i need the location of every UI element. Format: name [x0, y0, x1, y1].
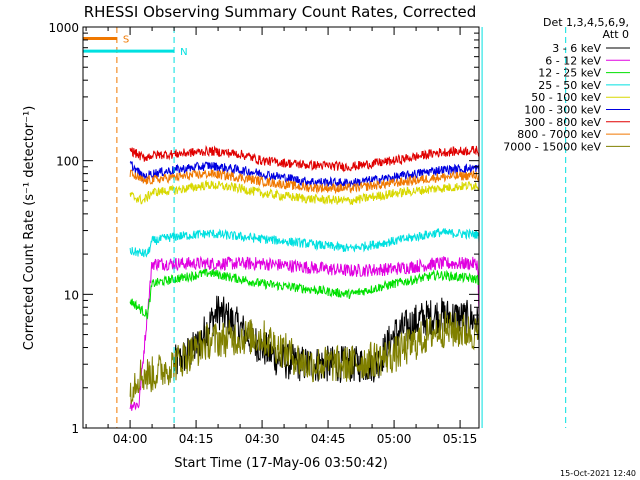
legend-label-3: 12 - 25 keV: [538, 67, 601, 80]
x-tick-label-4: 04:45: [311, 432, 346, 446]
legend-header-1: Det 1,3,4,5,6,9,: [543, 16, 629, 29]
plot-frame: [82, 26, 480, 429]
y-tick-label-3: 100: [56, 155, 79, 169]
x-tick-label-1: 04:00: [113, 432, 148, 446]
x-tick-label-5: 05:00: [377, 432, 412, 446]
y-tick-label-2: 10: [64, 288, 79, 302]
y-tick-label-1: 1: [71, 422, 79, 436]
x-tick-label-2: 04:15: [179, 432, 214, 446]
legend-header-2: Att 0: [603, 28, 629, 41]
legend-label-6: 100 - 300 keV: [524, 104, 601, 117]
x-tick-label-6: 05:15: [443, 432, 478, 446]
chart-title: RHESSI Observing Summary Count Rates, Co…: [84, 3, 477, 21]
legend-label-7: 300 - 800 keV: [524, 116, 601, 129]
y-axis-label: Corrected Count Rate (s⁻¹ detector⁻¹): [22, 106, 37, 351]
legend-label-4: 25 - 50 keV: [538, 79, 601, 92]
x-tick-label-3: 04:30: [245, 432, 280, 446]
legend-label-5: 50 - 100 keV: [531, 91, 601, 104]
x-axis-label: Start Time (17-May-06 03:50:42): [174, 456, 388, 471]
legend-label-2: 6 - 12 keV: [545, 54, 601, 67]
axis-layer: 1 10 100 1000 04:00 04:15 04:30 04:45 05:00 05:15: [48, 21, 479, 446]
marker-layer: SN: [83, 27, 567, 428]
flag-label-1: S: [123, 35, 129, 46]
footer-timestamp: 15-Oct-2021 12:40: [560, 469, 636, 478]
legend-label-9: 7000 - 15000 keV: [503, 140, 601, 153]
flag-label-2: N: [180, 47, 187, 58]
y-tick-label-4: 1000: [48, 21, 79, 35]
legend-label-1: 3 - 6 keV: [552, 42, 601, 55]
legend-label-8: 800 - 7000 keV: [517, 128, 601, 141]
